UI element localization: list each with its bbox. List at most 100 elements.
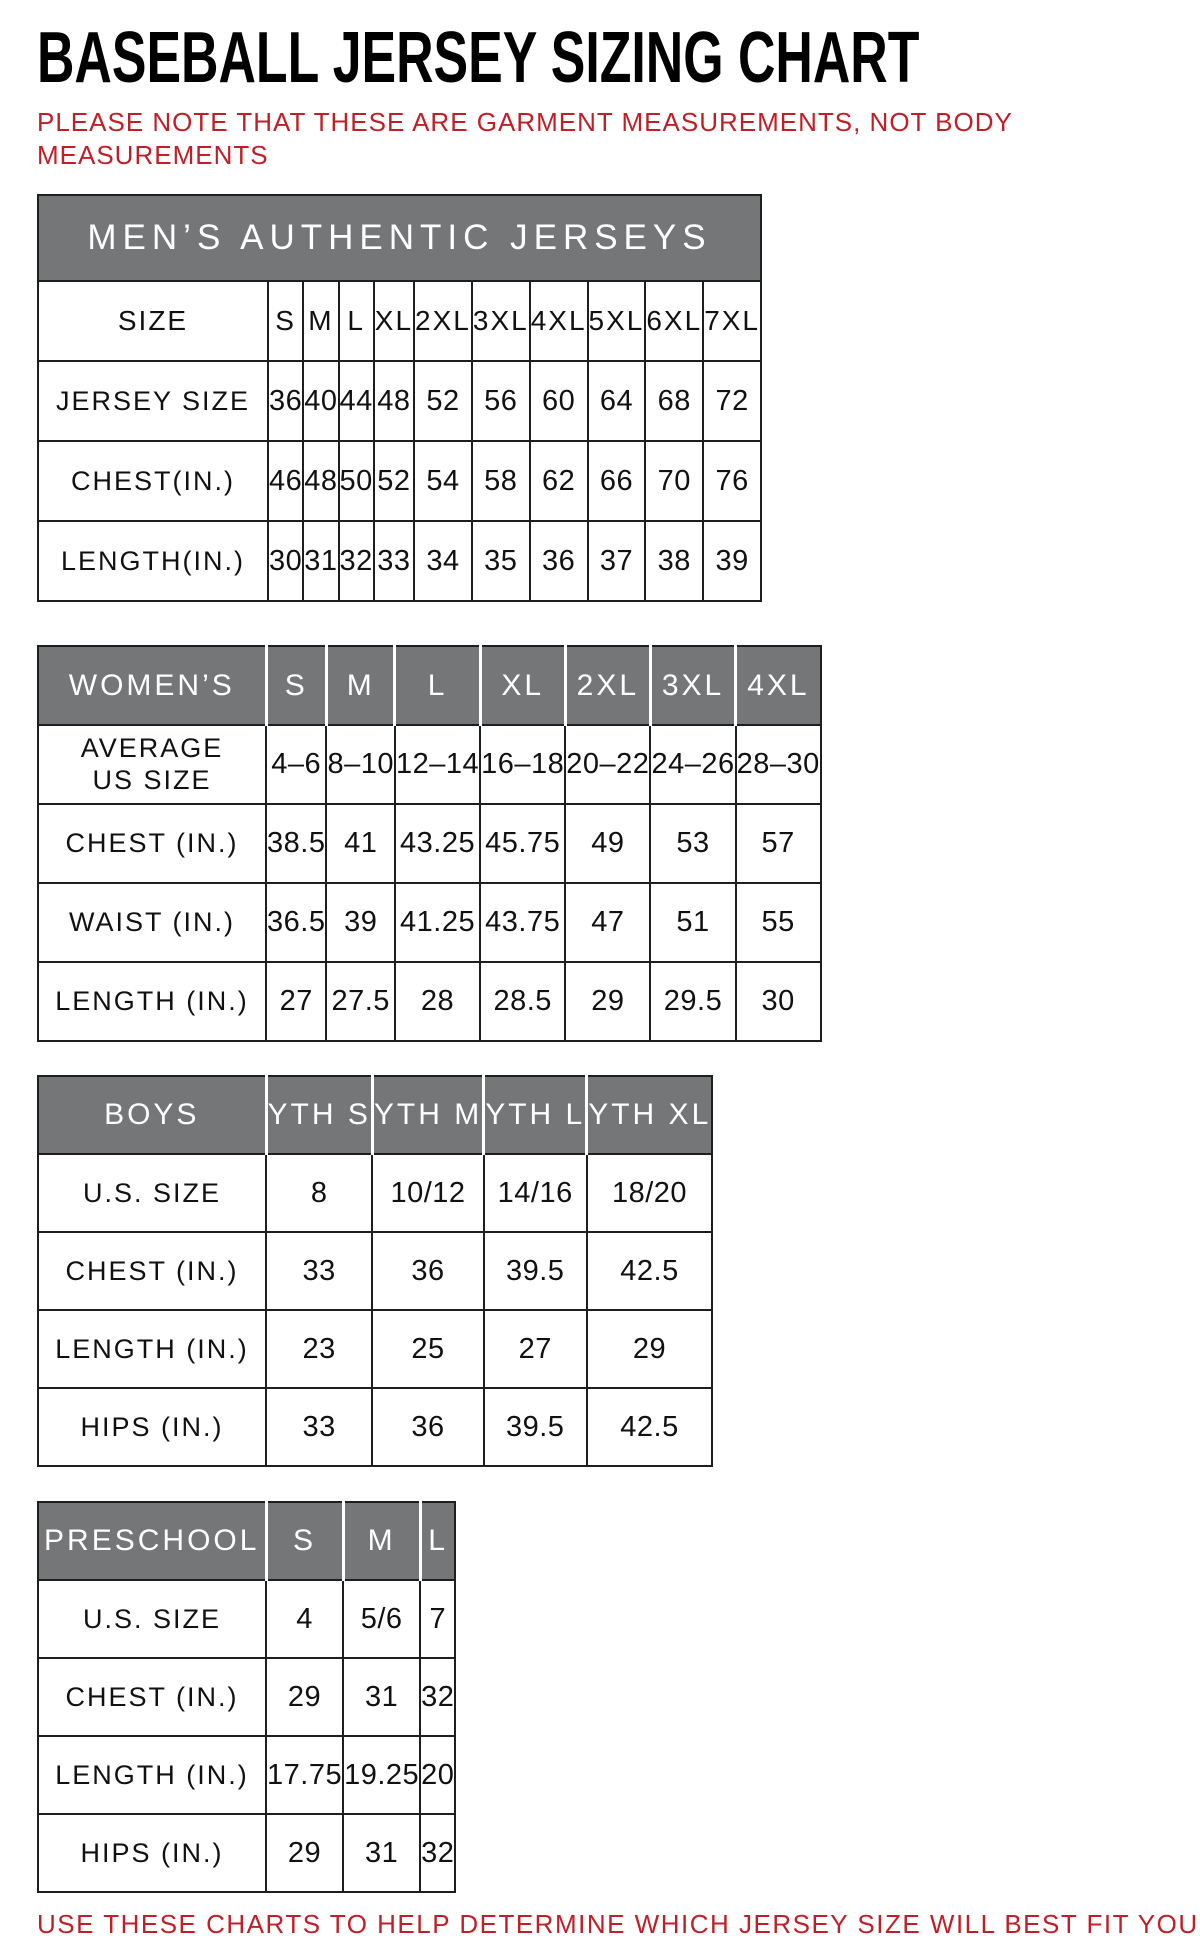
header-cell: YTH L: [482, 1075, 589, 1156]
value-cell: 14/16: [482, 1153, 588, 1234]
value-cell: 27: [482, 1309, 588, 1390]
header-cell: XL: [372, 280, 416, 363]
value-cell: 48: [302, 440, 340, 523]
header-cell: 2XL: [563, 645, 652, 727]
table-row: AVERAGE US SIZE 4–6 8–10 12–14 16–18 20–22 24–…: [37, 724, 822, 806]
value-cell: 4: [264, 1579, 345, 1660]
header-cell: L: [418, 1501, 457, 1582]
value-cell: 12–14: [393, 724, 482, 806]
row-label: U.S. SIZE: [37, 1153, 267, 1234]
value-cell: 20: [419, 1735, 457, 1816]
value-cell: 60: [528, 360, 589, 443]
table-row: U.S. SIZE 4 5/6 7: [37, 1579, 457, 1660]
header-cell: 3XL: [648, 645, 738, 727]
header-cell: XL: [478, 645, 567, 727]
value-cell: 30: [266, 520, 305, 603]
value-cell: 31: [302, 520, 340, 603]
value-cell: 52: [372, 440, 416, 523]
mens-banner: MEN’S AUTHENTIC JERSEYS: [36, 194, 763, 283]
value-cell: 68: [644, 360, 705, 443]
value-cell: 31: [342, 1657, 422, 1738]
value-cell: 18/20: [585, 1153, 714, 1234]
value-cell: 57: [734, 803, 822, 885]
value-cell: 41.25: [393, 882, 482, 964]
value-cell: 36: [266, 360, 305, 443]
header-cell: M: [341, 1501, 422, 1582]
header-cell: S: [266, 280, 305, 363]
value-cell: 27: [264, 961, 328, 1043]
value-cell: 38.5: [264, 803, 328, 885]
value-cell: 32: [419, 1657, 457, 1738]
table-row: CHEST (IN.) 38.5 41 43.25 45.75 49 53 57: [37, 803, 822, 885]
value-cell: 8–10: [325, 724, 396, 806]
value-cell: 28.5: [479, 961, 567, 1043]
header-cell: M: [324, 645, 397, 727]
note-line-2: MEASUREMENTS: [37, 140, 269, 171]
value-cell: 24–26: [649, 724, 737, 806]
table-row: CHEST (IN.) 33 36 39.5 42.5: [37, 1231, 714, 1312]
row-label: LENGTH (IN.): [37, 1309, 267, 1390]
value-cell: 48: [372, 360, 416, 443]
womens-table: WOMEN’S S M L XL 2XL 3XL 4XL AVERAGE US SIZE 4–6 8…: [37, 645, 822, 1043]
value-cell: 28: [393, 961, 482, 1043]
row-label: WAIST (IN.): [37, 882, 267, 964]
value-cell: 46: [266, 440, 305, 523]
value-cell: 50: [337, 440, 375, 523]
value-cell: 32: [419, 1813, 457, 1894]
value-cell: 36: [371, 1387, 485, 1468]
value-cell: 27.5: [325, 961, 396, 1043]
value-cell: 44: [337, 360, 375, 443]
row-label: LENGTH (IN.): [37, 961, 267, 1043]
header-cell: S: [264, 1501, 345, 1582]
header-cell: PRESCHOOL: [37, 1501, 268, 1582]
value-cell: 29.5: [649, 961, 737, 1043]
header-cell: YTH S: [264, 1075, 374, 1156]
row-label: U.S. SIZE: [37, 1579, 267, 1660]
value-cell: 42.5: [585, 1387, 714, 1468]
table-row: CHEST(IN.) 46 48 50 52 54 58 62 66 70 76: [37, 440, 763, 523]
value-cell: 29: [585, 1309, 714, 1390]
value-cell: 4–6: [264, 724, 328, 806]
row-label: CHEST (IN.): [37, 803, 267, 885]
value-cell: 31: [342, 1813, 422, 1894]
table-row: LENGTH (IN.) 27 27.5 28 28.5 29 29.5 30: [37, 961, 822, 1043]
table-row: LENGTH (IN.) 23 25 27 29: [37, 1309, 714, 1390]
value-cell: 51: [649, 882, 737, 964]
value-cell: 30: [734, 961, 822, 1043]
value-cell: 70: [644, 440, 705, 523]
mens-table: MEN’S AUTHENTIC JERSEYS SIZE S M L XL 2XL 3XL 4X…: [36, 194, 763, 603]
value-cell: 29: [264, 1813, 345, 1894]
header-cell: YTH XL: [585, 1075, 714, 1156]
table-row: WAIST (IN.) 36.5 39 41.25 43.75 47 51 55: [37, 882, 822, 964]
value-cell: 58: [470, 440, 531, 523]
value-cell: 72: [702, 360, 763, 443]
value-cell: 29: [564, 961, 652, 1043]
garment-measurements-note: PLEASE NOTE THAT THESE ARE GARMENT MEASU…: [37, 106, 1180, 172]
womens-sizing-table: WOMEN’S S M L XL 2XL 3XL 4XL AVERAGE US SIZE 4–6 8…: [37, 645, 1030, 1043]
value-cell: 28–30: [734, 724, 822, 806]
value-cell: 41: [325, 803, 396, 885]
value-cell: 17.75: [264, 1735, 345, 1816]
value-cell: 55: [734, 882, 822, 964]
value-cell: 8: [264, 1153, 374, 1234]
preschool-table: PRESCHOOL S M L U.S. SIZE 4 5/6 7 CHEST (IN.) 29 3…: [37, 1501, 457, 1894]
value-cell: 36: [528, 520, 589, 603]
mens-sizing-table: MEN’S AUTHENTIC JERSEYS SIZE S M L XL 2XL 3XL 4X…: [36, 194, 1167, 603]
value-cell: 36.5: [264, 882, 328, 964]
value-cell: 39: [702, 520, 763, 603]
value-cell: 53: [649, 803, 737, 885]
header-cell: L: [337, 280, 375, 363]
header-cell: BOYS: [37, 1075, 268, 1156]
header-cell: 7XL: [702, 280, 763, 363]
row-label: HIPS (IN.): [37, 1813, 267, 1894]
value-cell: 16–18: [479, 724, 567, 806]
table-row: JERSEY SIZE 36 40 44 48 52 56 60 64 68 72: [37, 360, 763, 443]
value-cell: 76: [702, 440, 763, 523]
value-cell: 40: [302, 360, 340, 443]
header-cell: M: [302, 280, 340, 363]
row-label: LENGTH (IN.): [37, 1735, 267, 1816]
value-cell: 32: [337, 520, 375, 603]
value-cell: 19.25: [342, 1735, 422, 1816]
header-cell: 5XL: [586, 280, 647, 363]
